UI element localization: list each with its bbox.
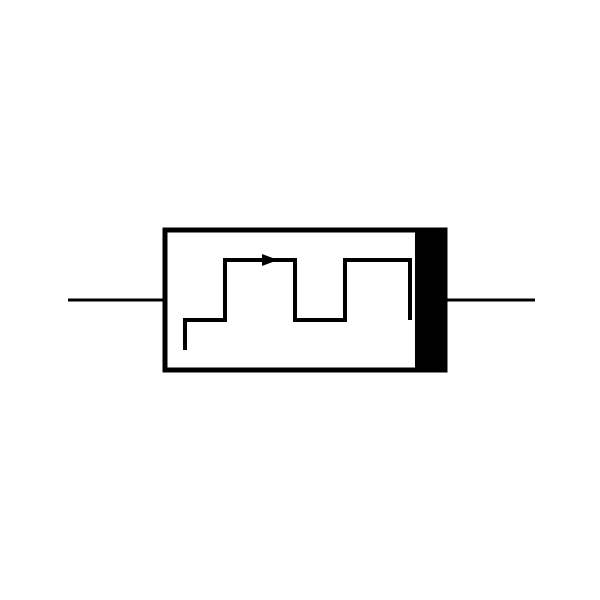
- end-bar: [415, 232, 443, 368]
- delay-line-symbol: [0, 0, 600, 600]
- component-body: [165, 230, 445, 370]
- direction-arrow-icon: [262, 254, 278, 266]
- pulse-path: [185, 260, 410, 350]
